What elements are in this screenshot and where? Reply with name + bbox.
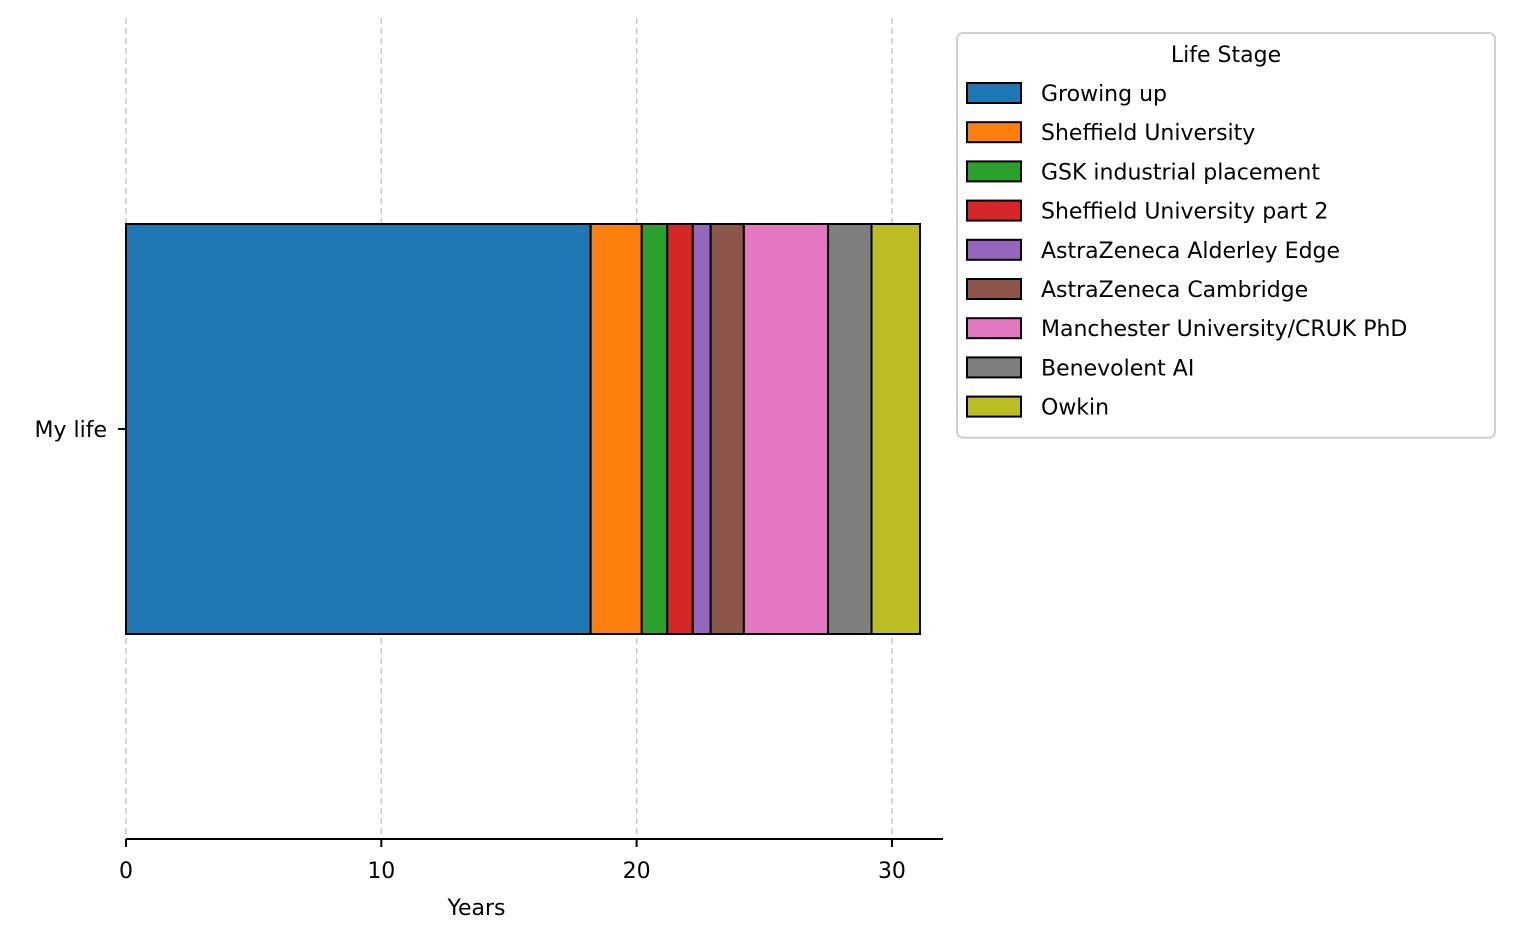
legend-label-5: AstraZeneca Alderley Edge xyxy=(1041,239,1340,264)
legend-swatch-2 xyxy=(966,121,1022,144)
x-tick-label: 10 xyxy=(367,859,395,884)
legend-title: Life Stage xyxy=(1171,43,1281,68)
y-tick-label: My life xyxy=(35,418,108,443)
bar-segment-2 xyxy=(589,223,643,635)
legend-label-1: Growing up xyxy=(1041,82,1167,107)
x-tick-label: 20 xyxy=(623,859,651,884)
legend-swatch-4 xyxy=(966,199,1022,222)
legend-label-3: GSK industrial placement xyxy=(1041,160,1320,185)
legend-swatch-5 xyxy=(966,238,1022,261)
legend-swatch-8 xyxy=(966,356,1022,379)
legend-label-7: Manchester University/CRUK PhD xyxy=(1041,317,1407,342)
x-axis-label: Years xyxy=(446,896,505,921)
legend: Life Stage Growing up Sheffield Universit… xyxy=(956,32,1496,439)
legend-label-8: Benevolent AI xyxy=(1041,356,1194,381)
legend-swatch-1 xyxy=(966,82,1022,104)
legend-label-9: Owkin xyxy=(1041,396,1109,421)
bar-segment-4 xyxy=(666,223,694,635)
legend-swatch-6 xyxy=(966,278,1022,300)
bar-segment-3 xyxy=(640,223,669,635)
bar-segment-1 xyxy=(125,223,592,635)
legend-frame xyxy=(956,32,1496,439)
bar-segment-7 xyxy=(742,223,830,635)
bar-segment-5 xyxy=(691,223,712,635)
bar-segment-9 xyxy=(870,223,922,635)
legend-swatch-9 xyxy=(966,395,1022,418)
bar-segments xyxy=(125,223,922,635)
axes: Years My life 0 10 20 30 xyxy=(35,418,943,921)
legend-swatch-7 xyxy=(966,317,1022,340)
x-tick-label: 30 xyxy=(878,859,906,884)
legend-label-4: Sheffield University part 2 xyxy=(1041,200,1328,225)
legend-label-6: AstraZeneca Cambridge xyxy=(1041,278,1308,303)
bar-segment-8 xyxy=(827,223,873,635)
legend-label-2: Sheffield University xyxy=(1041,121,1255,146)
bar-segment-6 xyxy=(709,223,745,635)
legend-swatch-3 xyxy=(966,160,1022,183)
x-tick-label: 0 xyxy=(119,859,133,884)
